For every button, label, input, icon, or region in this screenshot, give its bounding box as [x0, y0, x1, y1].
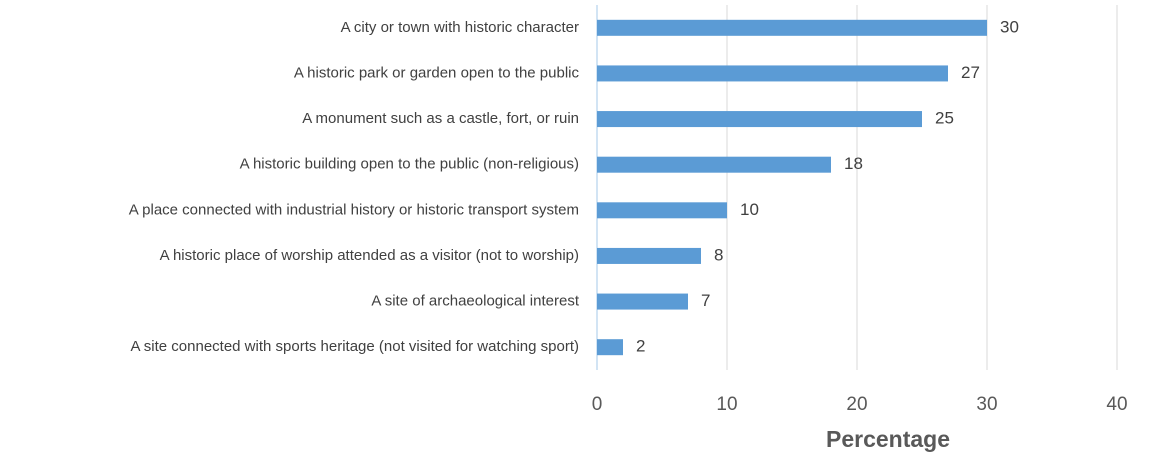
x-tick-label: 20 — [846, 394, 867, 415]
y-tick-label: A historic building open to the public (… — [240, 156, 579, 173]
data-label: 30 — [1000, 17, 1019, 36]
y-tick-label: A historic park or garden open to the pu… — [294, 64, 580, 81]
y-tick-label: A site of archaeological interest — [371, 293, 579, 310]
bar — [597, 293, 688, 310]
x-tick-label: 10 — [716, 394, 737, 415]
bar — [597, 202, 727, 219]
x-tick-label: 40 — [1106, 394, 1127, 415]
data-label: 7 — [701, 291, 710, 310]
data-label: 18 — [844, 154, 863, 173]
data-label: 2 — [636, 337, 645, 356]
y-tick-label: A site connected with sports heritage (n… — [130, 338, 579, 355]
x-tick-label: 30 — [976, 394, 997, 415]
bar — [597, 111, 922, 128]
bar — [597, 247, 701, 264]
data-label: 8 — [714, 245, 723, 264]
y-tick-label: A monument such as a castle, fort, or ru… — [302, 110, 579, 127]
data-label: 27 — [961, 63, 980, 82]
bar — [597, 339, 623, 356]
bar — [597, 65, 948, 82]
bar — [597, 156, 831, 173]
y-tick-label: A place connected with industrial histor… — [129, 201, 579, 218]
y-tick-label: A city or town with historic character — [341, 19, 579, 36]
bar — [597, 19, 987, 36]
x-tick-label: 0 — [592, 394, 603, 415]
y-tick-label: A historic place of worship attended as … — [160, 247, 579, 264]
x-axis-title: Percentage — [826, 426, 950, 452]
data-label: 10 — [740, 200, 759, 219]
data-label: 25 — [935, 109, 954, 128]
